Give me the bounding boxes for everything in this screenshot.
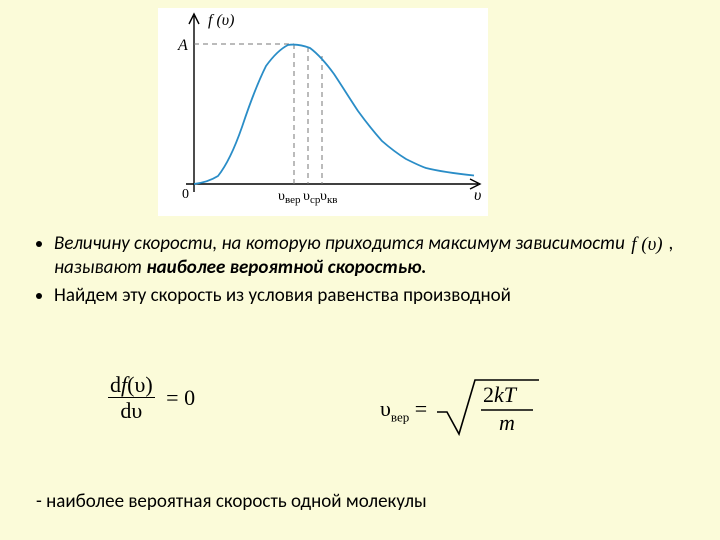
- svg-text:2kT: 2kT: [483, 382, 518, 407]
- peak-y-label: A: [177, 37, 188, 54]
- bottom-caption: - наиболее вероятная скорость одной моле…: [36, 490, 427, 513]
- formula-derivative: df(υ) dυ = 0: [108, 372, 195, 424]
- sqrt-icon: 2kT m: [433, 372, 543, 444]
- b1-bold: наиболее вероятной скоростью.: [146, 256, 426, 279]
- svg-text:m: m: [499, 410, 515, 435]
- bullet-2: Найдем эту скорость из условия равенства…: [54, 284, 692, 308]
- b1-fn: f (υ): [631, 233, 662, 257]
- distribution-graph: f (υ) υ 0 A υвер υср υкв: [158, 8, 488, 216]
- formula-velocity: υвер = 2kT m: [380, 372, 543, 450]
- bullet-list: Величину скорости, на которую приходится…: [28, 232, 692, 312]
- formula-row: df(υ) dυ = 0 υвер = 2kT m: [0, 372, 720, 452]
- graph-svg: f (υ) υ 0 A υвер υср υкв: [158, 8, 488, 216]
- xtick1: υвер: [278, 189, 301, 206]
- y-axis-label: f (υ): [208, 12, 234, 29]
- b1-part1: Величину скорости, на которую приходится…: [54, 232, 629, 255]
- bullet-1: Величину скорости, на которую приходится…: [54, 232, 692, 280]
- xtick2: υср: [303, 189, 321, 206]
- xtick3: υкв: [320, 189, 337, 206]
- distribution-curve: [194, 45, 474, 184]
- origin-label: 0: [182, 187, 189, 202]
- x-axis-label: υ: [474, 187, 481, 204]
